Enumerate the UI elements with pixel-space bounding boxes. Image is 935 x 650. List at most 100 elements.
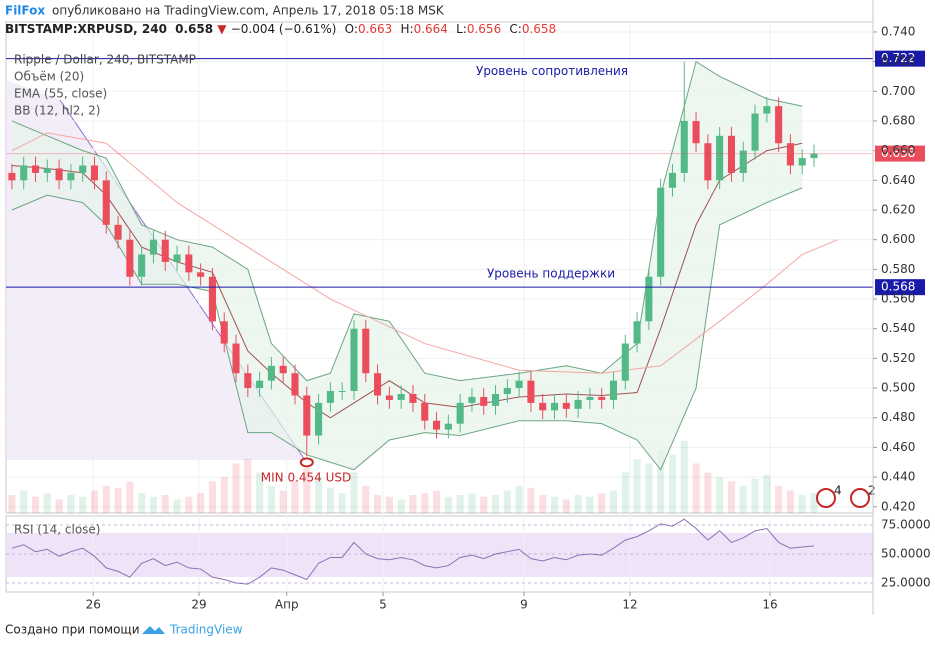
change: −0.004 (−0.61%) — [231, 22, 337, 36]
indicator-label: EMA (55, close) — [14, 87, 107, 101]
volume-bar — [374, 495, 382, 513]
volume-bar — [256, 472, 264, 513]
footer-brand[interactable]: TradingView — [169, 623, 243, 637]
candle-body — [338, 391, 346, 393]
candle-body — [751, 113, 759, 151]
volume-bar — [751, 478, 759, 513]
volume-bar — [657, 450, 665, 513]
candle-body — [326, 391, 334, 403]
y-tick-label: 0.540 — [881, 321, 915, 335]
candle-body — [173, 254, 181, 262]
candle-body — [8, 172, 16, 181]
volume-bar — [598, 493, 606, 513]
volume-bar — [468, 493, 476, 513]
volume-bar — [515, 486, 523, 513]
volume-bar — [114, 487, 122, 513]
volume-bar — [397, 499, 405, 513]
volume-bar — [31, 496, 40, 513]
volume-bar — [621, 472, 629, 513]
volume-bar — [279, 490, 287, 513]
candle-body — [421, 402, 429, 421]
volume-bar — [421, 493, 429, 513]
candle-body — [645, 276, 653, 322]
candle-body — [680, 120, 688, 173]
candle-body — [67, 172, 75, 181]
candle-body — [385, 395, 393, 400]
ohlc-key: O: — [345, 22, 358, 36]
volume-bar — [775, 486, 783, 513]
last-price-box — [875, 145, 925, 162]
candle-body — [55, 168, 63, 181]
level-price-box — [875, 279, 925, 296]
bb-lower — [11, 187, 803, 471]
candle-body — [197, 272, 205, 277]
candle-body — [31, 165, 40, 173]
y-tick-label: 0.440 — [881, 470, 915, 484]
y-tick-label: 0.660 — [881, 143, 915, 157]
rsi-tick-label: 25.0000 — [881, 575, 931, 589]
volume-bar — [810, 493, 818, 513]
candle-body — [798, 158, 806, 166]
volume-bar — [716, 477, 724, 513]
volume-bar — [680, 441, 688, 513]
volume-bar — [220, 477, 228, 513]
candle-body — [775, 106, 783, 144]
volume-bar — [786, 490, 794, 513]
ohlc-value: 0.663 — [358, 22, 392, 36]
volume-bar — [20, 490, 28, 513]
volume-bar — [763, 475, 771, 513]
y-tick-label: 0.620 — [881, 203, 915, 217]
candle-body — [279, 365, 287, 374]
volume-bar — [433, 490, 441, 513]
volume-bar — [586, 496, 594, 513]
candle-body — [232, 343, 240, 374]
y-tick-label: 0.520 — [881, 351, 915, 365]
symbol-line: BITSTAMP:XRPUSD, 240 0.658 ▼ −0.004 (−0.… — [5, 22, 556, 36]
volume-bar — [244, 459, 252, 513]
candle-body — [574, 399, 582, 409]
volume-bar — [633, 459, 641, 513]
candle-body — [704, 143, 712, 181]
ohlc-key: C: — [509, 22, 521, 36]
ohlc-key: L: — [456, 22, 467, 36]
y-tick-label: 0.680 — [881, 113, 915, 127]
y-tick-label: 0.460 — [881, 440, 915, 454]
volume-bar — [126, 481, 134, 513]
volume-bar — [727, 481, 735, 513]
ohlc-value: 0.656 — [467, 22, 501, 36]
bb-upper — [11, 60, 803, 382]
candle-body — [291, 373, 299, 396]
volume-bar — [527, 487, 535, 513]
rsi-label: RSI (14, close) — [14, 523, 100, 537]
min-marker — [299, 457, 314, 468]
candle-body — [444, 423, 452, 430]
volume-bar — [208, 481, 216, 513]
volume-bar — [798, 495, 806, 513]
rsi-tick-label: 75.0000 — [881, 518, 931, 532]
ohlc-value: 0.664 — [414, 22, 448, 36]
volume-bar — [303, 468, 311, 513]
candle-body — [374, 373, 382, 396]
level-text: Уровень сопротивления — [476, 64, 628, 78]
arrow: ▼ — [217, 22, 227, 36]
event-badge — [816, 488, 836, 508]
volume-bar — [503, 490, 511, 513]
candle-body — [668, 172, 677, 188]
last-price-label: 0.658 — [881, 146, 915, 160]
y-tick-label: 0.640 — [881, 173, 915, 187]
volume-bar — [90, 490, 99, 513]
candle-body — [609, 380, 618, 400]
candle-body — [633, 321, 641, 344]
candle-body — [657, 187, 665, 277]
candle-body — [598, 396, 606, 400]
candle-body — [114, 224, 122, 240]
footer-text: Создано при помощи — [5, 623, 140, 637]
volume-bar — [79, 496, 87, 513]
volume-bar — [315, 477, 323, 513]
candle-body — [43, 168, 51, 173]
volume-bar — [562, 499, 570, 513]
candle-body — [102, 180, 110, 225]
candle-body — [267, 365, 275, 381]
x-tick-label: 12 — [622, 598, 637, 612]
